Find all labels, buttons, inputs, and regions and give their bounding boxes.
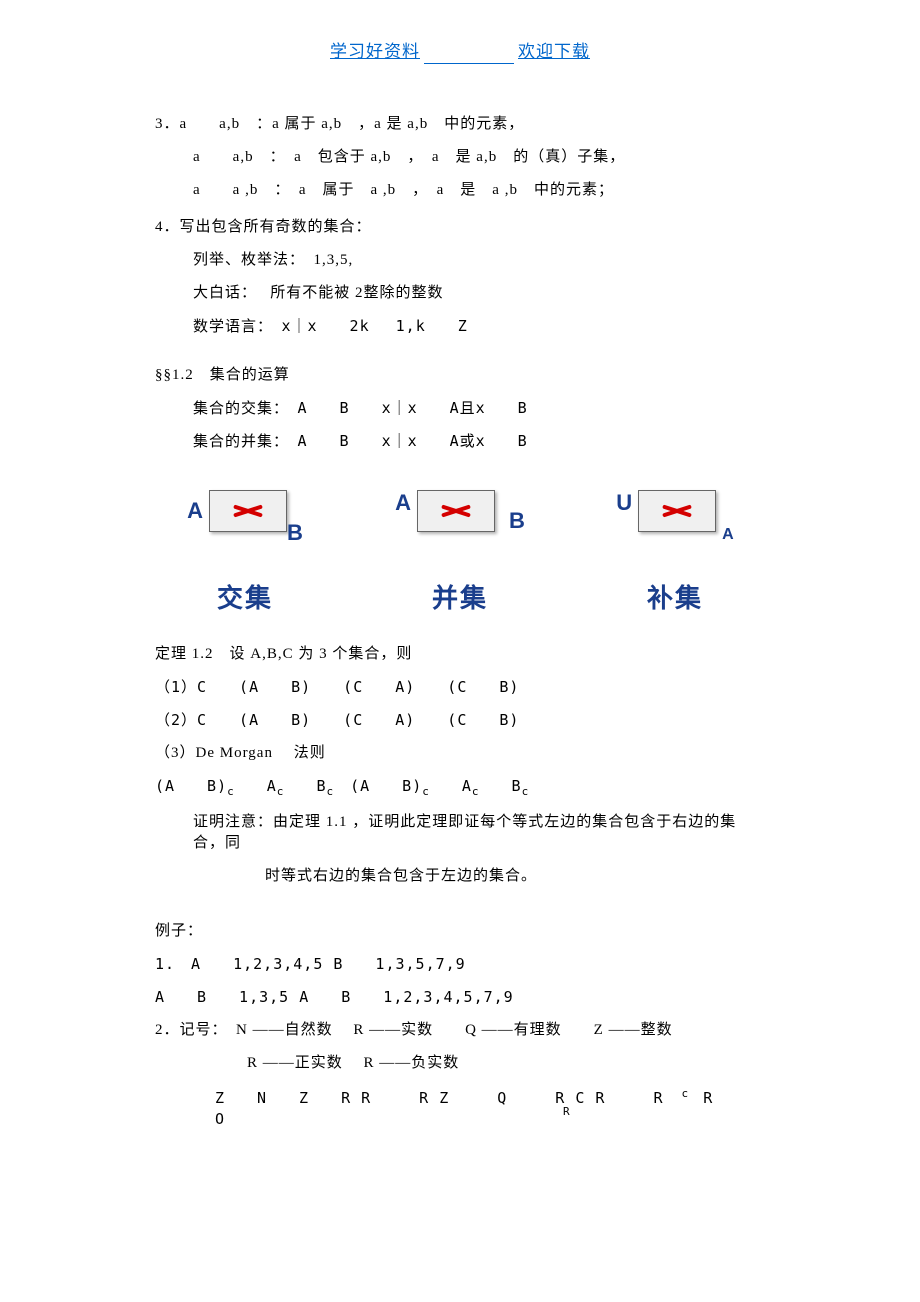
label-intersection: 交集 xyxy=(217,580,273,616)
s4-l1: 列举、枚举法： 1,3,5, xyxy=(155,250,765,271)
ex-l2: A B 1,3,5 A B 1,2,3,4,5,7,9 xyxy=(155,987,765,1008)
s3-l1: 3．a a,b ：a 属于 a,b ，a 是 a,b 中的元素， xyxy=(155,114,765,135)
ex-l1: 1. A 1,2,3,4,5 B 1,3,5,7,9 xyxy=(155,954,765,975)
diagram-intersection: A B 交集 xyxy=(145,490,345,616)
s3-l2: a a,b ： a 包含于 a,b ， a 是 a,b 的（真）子集， xyxy=(155,147,765,168)
s3-l3: a a ,b ： a 属于 a ,b ， a 是 a ,b 中的元素； xyxy=(155,180,765,201)
s12-l1: 集合的交集： A B x｜x A且x B xyxy=(155,398,765,419)
diagram-union: A B 并集 xyxy=(360,490,560,616)
examples-head: 例子： xyxy=(155,921,765,942)
header-blank xyxy=(424,63,514,64)
diagram-complement: U A 补集 xyxy=(575,490,775,616)
ex-l3: 2．记号： N ——自然数 R ——实数 Q ——有理数 Z ——整数 xyxy=(155,1020,765,1041)
venn-diagrams: A B 交集 A B 并集 U A 补集 xyxy=(145,490,775,616)
venn-box-icon xyxy=(638,490,716,532)
theorem-l4: (A B)c Ac Bc (A B)c Ac Bc xyxy=(155,776,765,799)
venn-box-icon xyxy=(209,490,287,532)
header-left: 学习好资料 xyxy=(330,42,420,61)
letter-b: B xyxy=(509,506,525,537)
ex-l4: R ——正实数 R ——负实数 xyxy=(155,1053,765,1074)
page-header: 学习好资料 欢迎下载 xyxy=(155,40,765,64)
theorem-proof1: 证明注意：由定理 1.1 ，证明此定理即证每个等式左边的集合包含于右边的集合，同 xyxy=(155,812,765,854)
s4-head: 4．写出包含所有奇数的集合： xyxy=(155,217,765,238)
theorem-l1: （1）C (A B) (C A) (C B) xyxy=(155,677,765,698)
s4-l2: 大白话： 所有不能被 2整除的整数 xyxy=(155,283,765,304)
s12-head: §§1.2 集合的运算 xyxy=(155,365,765,386)
header-right: 欢迎下载 xyxy=(518,42,590,61)
s12-l2: 集合的并集： A B x｜x A或x B xyxy=(155,431,765,452)
label-complement: 补集 xyxy=(647,580,703,616)
letter-b: B xyxy=(287,518,303,549)
venn-box-icon xyxy=(417,490,495,532)
theorem-proof2: 时等式右边的集合包含于左边的集合。 xyxy=(155,866,765,887)
letter-a: A xyxy=(395,488,411,519)
label-union: 并集 xyxy=(432,580,488,616)
theorem-l2: （2）C (A B) (C A) (C B) xyxy=(155,710,765,731)
letter-u: U xyxy=(616,488,632,519)
ex-l5: Z N Z R R R Z Q R C R R R c R O xyxy=(155,1086,765,1130)
s4-l3: 数学语言： x｜x 2k 1,k Z xyxy=(155,316,765,337)
theorem-l3: （3）De Morgan 法则 xyxy=(155,743,765,764)
theorem-head: 定理 1.2 设 A,B,C 为 3 个集合，则 xyxy=(155,644,765,665)
s12-l3: Ⅰ xyxy=(155,464,765,478)
letter-a-small: A xyxy=(722,524,734,546)
letter-a: A xyxy=(187,496,203,527)
